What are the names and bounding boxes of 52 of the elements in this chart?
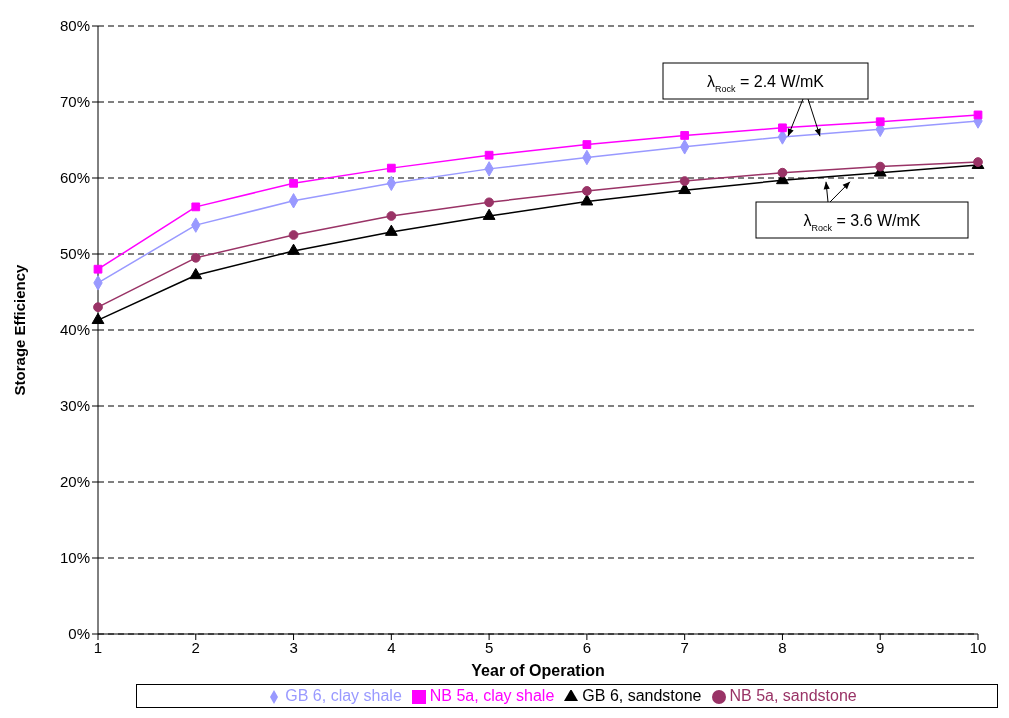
- point: [93, 302, 103, 313]
- x-tick-label: 8: [778, 638, 787, 656]
- point: [384, 224, 398, 236]
- point: [582, 140, 592, 149]
- x-tick-label: 10: [969, 638, 987, 656]
- point: [973, 110, 983, 120]
- point: [875, 161, 886, 172]
- x-tick-label: 5: [484, 638, 494, 656]
- x-tick-label: 6: [582, 638, 592, 656]
- point: [875, 117, 885, 127]
- point: [679, 176, 690, 186]
- y-tick-label: 50%: [59, 245, 90, 263]
- point: [582, 186, 592, 196]
- point: [287, 243, 300, 255]
- point: [189, 267, 203, 280]
- point: [190, 252, 201, 263]
- point: [580, 194, 594, 206]
- x-tick-label: 7: [680, 638, 689, 656]
- point: [778, 123, 787, 133]
- x-tick-label: 3: [289, 638, 298, 656]
- point: [484, 197, 494, 208]
- point: [386, 211, 397, 221]
- point: [191, 202, 201, 212]
- y-tick-label: 70%: [59, 93, 90, 111]
- point: [91, 312, 105, 325]
- point: [680, 131, 690, 140]
- x-tick-label: 2: [191, 638, 200, 656]
- point: [777, 167, 788, 178]
- legend-label: NB 5a, sandstone: [729, 687, 857, 704]
- y-tick-label: 60%: [59, 169, 90, 187]
- y-tick-label: 0%: [68, 625, 90, 643]
- x-tick-label: 1: [93, 638, 103, 656]
- legend-label: GB 6, clay shale: [285, 687, 402, 704]
- y-tick-label: 40%: [59, 321, 90, 339]
- y-axis-title: Storage Efficiency: [11, 263, 29, 396]
- point: [289, 178, 298, 188]
- x-axis-title: Year of Operation: [471, 662, 605, 679]
- y-tick-label: 30%: [59, 397, 90, 415]
- x-tick-label: 9: [876, 638, 885, 656]
- x-tick-label: 4: [387, 638, 396, 656]
- y-tick-label: 10%: [59, 549, 90, 567]
- point: [288, 230, 299, 240]
- point: [482, 208, 496, 220]
- annotation: λ$_{Rock}$ = 2.4 W/mK: [707, 73, 825, 94]
- annotation: λ$_{Rock}$ = 3.6 W/mK: [803, 212, 921, 233]
- legend-label: NB 5a, clay shale: [429, 687, 555, 704]
- y-tick-label: 20%: [59, 473, 90, 491]
- y-tick-label: 80%: [59, 17, 90, 35]
- point: [484, 150, 494, 160]
- point: [93, 264, 103, 274]
- legend-label: GB 6, sandstone: [582, 687, 702, 704]
- point: [386, 163, 396, 173]
